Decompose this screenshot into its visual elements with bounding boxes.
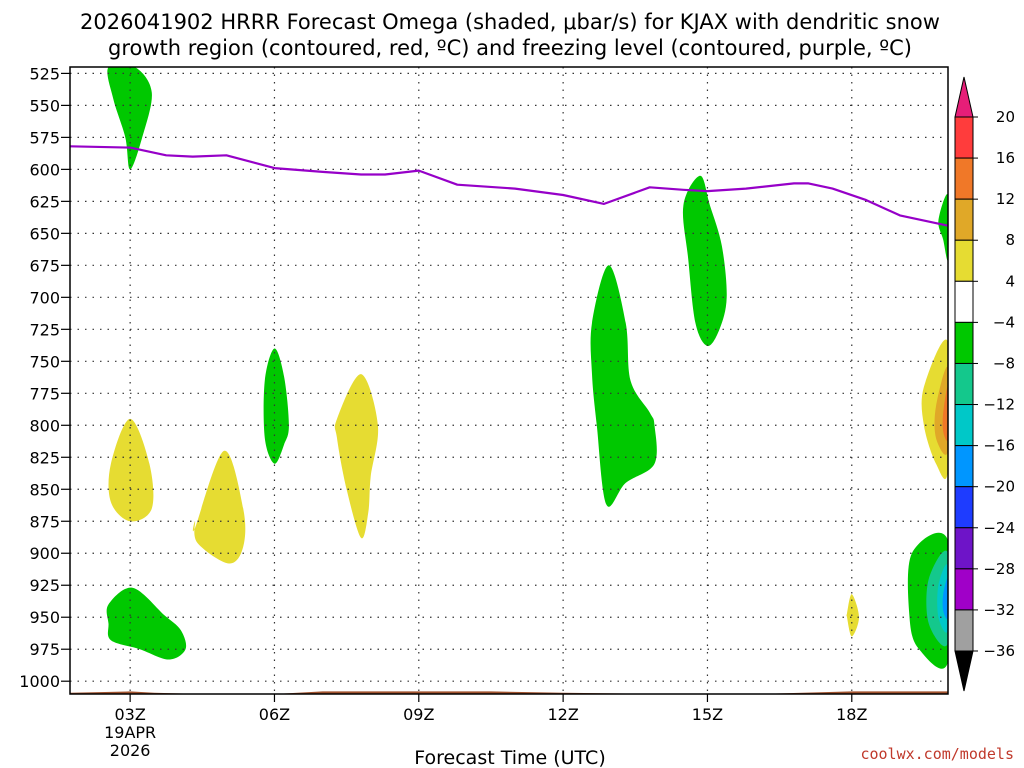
colorbar-label-9: −20 xyxy=(983,478,1015,496)
omega-area-8 xyxy=(334,374,379,539)
x-tick-sublabel-2026: 2026 xyxy=(110,741,151,760)
colorbar-bin-8 xyxy=(954,445,974,488)
y-tick-label-550: 550 xyxy=(29,96,60,115)
y-tick-label-975: 975 xyxy=(29,640,60,659)
omega-area-7 xyxy=(192,450,246,564)
y-tick-label-525: 525 xyxy=(29,64,60,83)
omega-area-2 xyxy=(263,348,289,464)
omega-area-16 xyxy=(942,578,948,620)
colorbar-label-3: 8 xyxy=(1005,231,1015,249)
colorbar-bin-3 xyxy=(954,239,974,282)
colorbar-bin-6 xyxy=(954,362,974,406)
y-tick-label-1000: 1000 xyxy=(19,672,60,691)
x-tick-label-06Z: 06Z xyxy=(259,705,290,724)
y-tick-label-575: 575 xyxy=(29,128,60,147)
colorbar-bin-5 xyxy=(954,321,974,364)
colorbar-label-1: 16 xyxy=(996,149,1015,167)
y-tick-label-850: 850 xyxy=(29,480,60,499)
y-tick-label-625: 625 xyxy=(29,192,60,211)
colorbar-bin-7 xyxy=(954,404,974,447)
omega-area-4 xyxy=(682,175,727,347)
omega-area-12 xyxy=(942,386,948,441)
x-tick-label-03Z: 03Z xyxy=(114,705,145,724)
freezing-level-line xyxy=(69,145,949,227)
y-tick-label-650: 650 xyxy=(29,224,60,243)
omega-area-0 xyxy=(107,67,152,170)
colorbar-bin-11 xyxy=(954,568,974,611)
omega-area-6 xyxy=(108,418,154,522)
grid-lines xyxy=(70,67,948,694)
colorbar-bin-9 xyxy=(954,486,974,529)
y-tick-label-950: 950 xyxy=(29,608,60,627)
credit-text: coolwx.com/models xyxy=(860,745,1014,763)
colorbar-label-13: −36 xyxy=(983,642,1015,660)
y-axis: 525 550 575 600 625 650 675 700 725 750 775 800 825 8… xyxy=(19,64,70,691)
x-tick-label-15Z: 15Z xyxy=(692,705,723,724)
y-tick-label-750: 750 xyxy=(29,352,60,371)
colorbar-label-11: −28 xyxy=(983,560,1015,578)
y-tick-label-775: 775 xyxy=(29,384,60,403)
colorbar: 20 16 12 8 4 −4 −8 −12 −16 −20 −24 −28 −32 −36 xyxy=(954,76,1015,692)
y-tick-label-725: 725 xyxy=(29,320,60,339)
chart-title-line-2: growth region (contoured, red, ºC) and f… xyxy=(108,36,912,60)
y-tick-label-900: 900 xyxy=(29,544,60,563)
y-tick-label-600: 600 xyxy=(29,160,60,179)
omega-area-3 xyxy=(590,265,657,507)
colorbar-label-2: 12 xyxy=(996,190,1015,208)
colorbar-upper-arrow xyxy=(954,76,974,118)
colorbar-label-0: 20 xyxy=(996,108,1015,126)
x-axis-title: Forecast Time (UTC) xyxy=(414,747,605,768)
x-tick-sublabel-19APR: 19APR xyxy=(104,723,156,742)
y-tick-label-800: 800 xyxy=(29,416,60,435)
colorbar-label-5: −4 xyxy=(993,313,1015,331)
colorbar-label-12: −32 xyxy=(983,601,1015,619)
plot-frame xyxy=(69,66,949,695)
omega-shaded-areas xyxy=(106,67,948,669)
colorbar-lower-arrow xyxy=(954,650,974,692)
colorbar-bin-10 xyxy=(954,527,974,570)
freezing-level-layer xyxy=(69,145,949,227)
y-tick-label-925: 925 xyxy=(29,576,60,595)
colorbar-bin-1 xyxy=(954,157,974,200)
omega-area-1 xyxy=(106,587,187,660)
colorbar-label-4: 4 xyxy=(1005,272,1015,290)
colorbar-label-7: −12 xyxy=(983,396,1015,414)
y-tick-label-700: 700 xyxy=(29,288,60,307)
x-tick-label-18Z: 18Z xyxy=(836,705,867,724)
omega-area-5 xyxy=(938,193,948,261)
colorbar-label-10: −24 xyxy=(983,519,1015,537)
y-tick-label-825: 825 xyxy=(29,448,60,467)
x-tick-label-09Z: 09Z xyxy=(403,705,434,724)
y-tick-label-875: 875 xyxy=(29,512,60,531)
x-tick-label-12Z: 12Z xyxy=(547,705,578,724)
colorbar-bin-4 xyxy=(954,280,974,323)
colorbar-label-6: −8 xyxy=(993,354,1015,372)
colorbar-bin-0 xyxy=(954,116,974,159)
colorbar-label-8: −16 xyxy=(983,437,1015,455)
colorbar-bin-2 xyxy=(954,198,974,241)
colorbar-bin-12 xyxy=(954,609,974,652)
chart-title-line-1: 2026041902 HRRR Forecast Omega (shaded, … xyxy=(80,10,940,34)
omega-area-9 xyxy=(846,594,859,637)
y-tick-label-675: 675 xyxy=(29,256,60,275)
